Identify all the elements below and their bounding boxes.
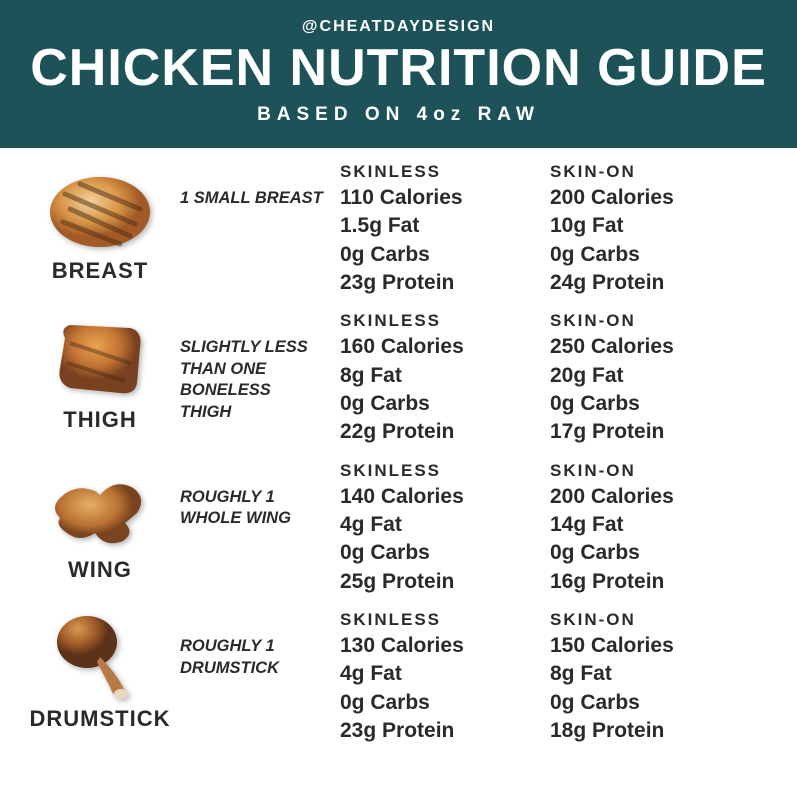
serving-text-wing: ROUGHLY 1 WHOLE WING [180,487,325,530]
cut-name-wing: WING [68,557,132,583]
cut-col-drumstick: DRUMSTICK [25,608,175,732]
nutri-value: 8g Fat [340,362,550,390]
skinon-col-drumstick: SKIN-ON 150 Calories 8g Fat 0g Carbs 18g… [550,608,760,745]
header: @CHEATDAYDESIGN CHICKEN NUTRITION GUIDE … [0,0,797,148]
nutri-value: 24g Protein [550,269,760,297]
subtitle-text: BASED ON 4oz RAW [10,104,787,126]
thigh-icon [45,313,155,403]
row-thigh: THIGH SLIGHTLY LESS THAN ONE BONELESS TH… [25,309,767,446]
cut-name-breast: BREAST [52,258,148,284]
serving-col-wing: ROUGHLY 1 WHOLE WING [175,459,340,530]
nutri-value: 0g Carbs [340,539,550,567]
skinon-header: SKIN-ON [550,162,760,182]
nutri-value: 0g Carbs [340,689,550,717]
cut-col-thigh: THIGH [25,309,175,433]
skinless-header: SKINLESS [340,311,550,331]
nutri-value: 0g Carbs [550,689,760,717]
main-title: CHICKEN NUTRITION GUIDE [10,42,787,94]
skinless-header: SKINLESS [340,162,550,182]
skinless-col-breast: SKINLESS 110 Calories 1.5g Fat 0g Carbs … [340,160,550,297]
nutri-value: 10g Fat [550,212,760,240]
nutri-value: 110 Calories [340,184,550,212]
nutri-value: 150 Calories [550,632,760,660]
nutri-value: 22g Protein [340,418,550,446]
handle-text: @CHEATDAYDESIGN [10,18,787,36]
skinon-header: SKIN-ON [550,311,760,331]
nutri-value: 8g Fat [550,660,760,688]
nutri-value: 18g Protein [550,717,760,745]
nutri-value: 130 Calories [340,632,550,660]
nutri-value: 17g Protein [550,418,760,446]
row-drumstick: DRUMSTICK ROUGHLY 1 DRUMSTICK SKINLESS 1… [25,608,767,745]
nutri-value: 160 Calories [340,333,550,361]
skinless-header: SKINLESS [340,461,550,481]
skinon-col-wing: SKIN-ON 200 Calories 14g Fat 0g Carbs 16… [550,459,760,596]
nutri-value: 0g Carbs [340,390,550,418]
nutri-value: 25g Protein [340,568,550,596]
nutri-value: 200 Calories [550,483,760,511]
nutri-value: 14g Fat [550,511,760,539]
nutri-value: 140 Calories [340,483,550,511]
cut-name-drumstick: DRUMSTICK [30,706,171,732]
row-breast: BREAST 1 SMALL BREAST SKINLESS 110 Calor… [25,160,767,297]
row-wing: WING ROUGHLY 1 WHOLE WING SKINLESS 140 C… [25,459,767,596]
nutri-value: 23g Protein [340,717,550,745]
serving-text-thigh: SLIGHTLY LESS THAN ONE BONELESS THIGH [180,337,325,423]
cut-col-wing: WING [25,459,175,583]
nutri-value: 0g Carbs [550,241,760,269]
nutri-value: 250 Calories [550,333,760,361]
skinon-col-breast: SKIN-ON 200 Calories 10g Fat 0g Carbs 24… [550,160,760,297]
nutri-value: 0g Carbs [340,241,550,269]
content-area: BREAST 1 SMALL BREAST SKINLESS 110 Calor… [0,148,797,746]
nutri-value: 0g Carbs [550,539,760,567]
serving-col-breast: 1 SMALL BREAST [175,160,340,209]
serving-text-breast: 1 SMALL BREAST [180,188,325,209]
nutri-value: 16g Protein [550,568,760,596]
skinon-header: SKIN-ON [550,461,760,481]
nutri-value: 4g Fat [340,660,550,688]
cut-name-thigh: THIGH [63,407,136,433]
skinless-col-drumstick: SKINLESS 130 Calories 4g Fat 0g Carbs 23… [340,608,550,745]
drumstick-icon [45,612,155,702]
nutri-value: 4g Fat [340,511,550,539]
nutri-value: 0g Carbs [550,390,760,418]
serving-col-drumstick: ROUGHLY 1 DRUMSTICK [175,608,340,679]
skinon-header: SKIN-ON [550,610,760,630]
skinless-col-wing: SKINLESS 140 Calories 4g Fat 0g Carbs 25… [340,459,550,596]
nutri-value: 20g Fat [550,362,760,390]
serving-col-thigh: SLIGHTLY LESS THAN ONE BONELESS THIGH [175,309,340,423]
nutri-value: 200 Calories [550,184,760,212]
breast-icon [45,164,155,254]
serving-text-drumstick: ROUGHLY 1 DRUMSTICK [180,636,325,679]
nutri-value: 1.5g Fat [340,212,550,240]
skinless-header: SKINLESS [340,610,550,630]
skinless-col-thigh: SKINLESS 160 Calories 8g Fat 0g Carbs 22… [340,309,550,446]
cut-col-breast: BREAST [25,160,175,284]
wing-icon [45,463,155,553]
nutri-value: 23g Protein [340,269,550,297]
skinon-col-thigh: SKIN-ON 250 Calories 20g Fat 0g Carbs 17… [550,309,760,446]
